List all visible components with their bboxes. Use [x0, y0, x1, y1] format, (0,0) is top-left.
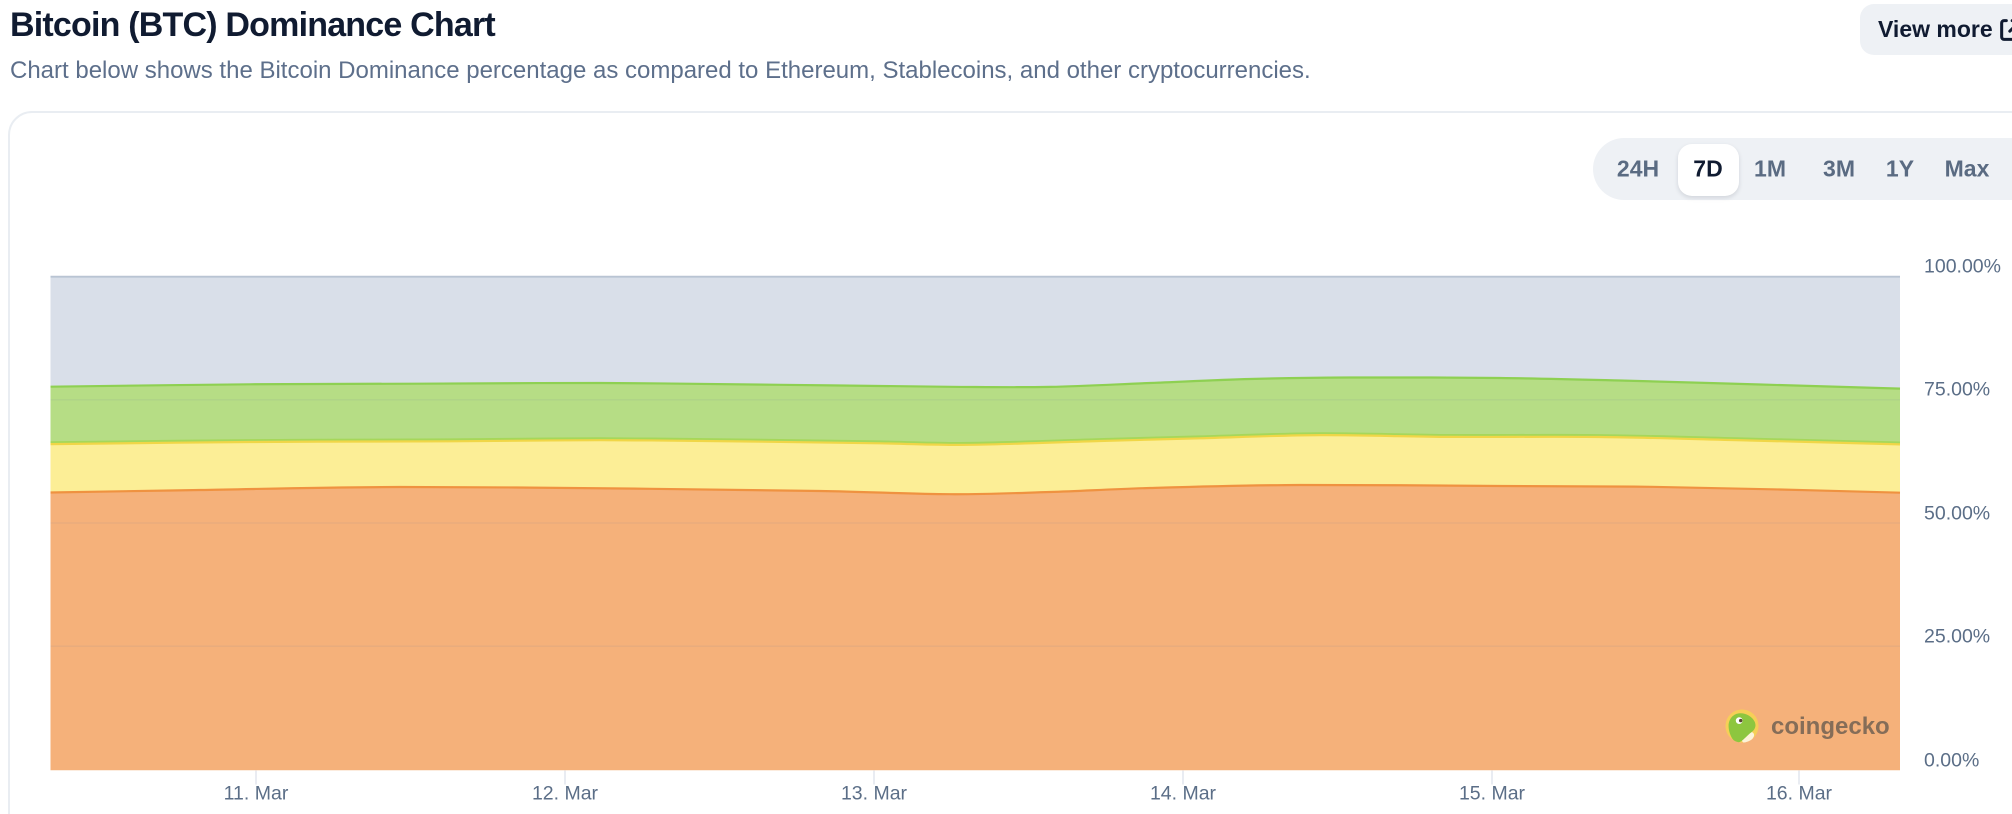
- svg-text:coingecko: coingecko: [1771, 713, 1890, 740]
